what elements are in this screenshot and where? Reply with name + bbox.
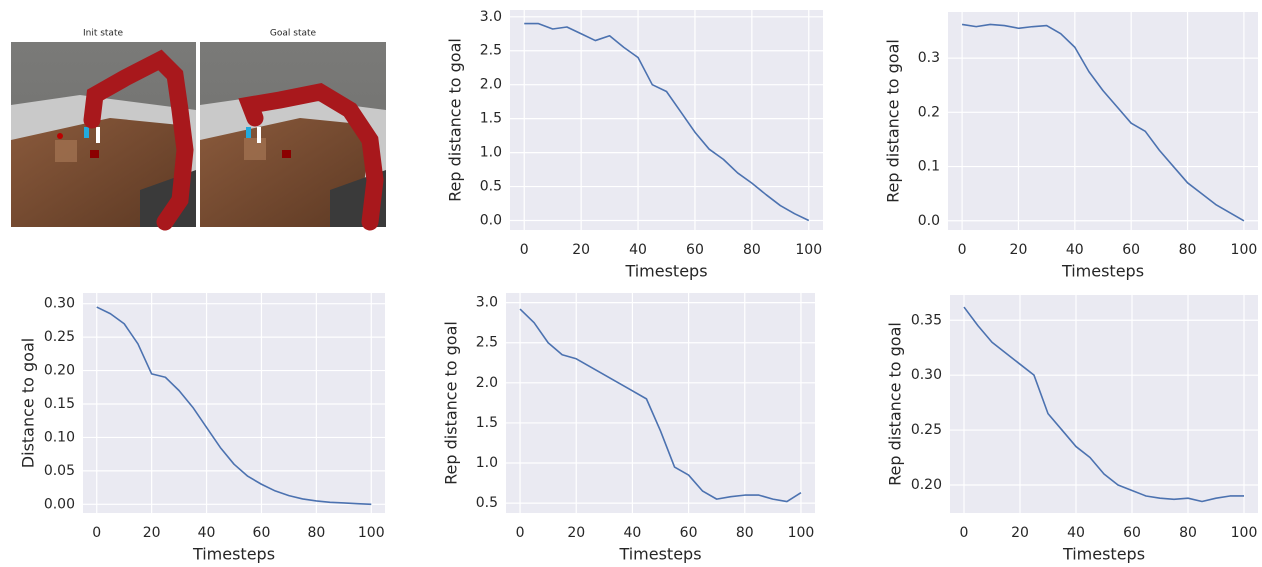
y-axis-label: Distance to goal — [19, 338, 38, 468]
x-tick-label: 100 — [795, 242, 822, 258]
x-axis-label: Timesteps — [624, 262, 707, 281]
y-tick-label: 0.10 — [44, 429, 75, 445]
x-tick-label: 80 — [743, 242, 761, 258]
y-tick-label: 0.30 — [911, 367, 942, 383]
x-tick-label: 100 — [1231, 525, 1258, 541]
chart: 0 20 40 60 80 100 0.00 0.05 0.10 0.15 0.20 0.25 0.30… — [19, 293, 385, 564]
y-tick-label: 0.35 — [911, 312, 942, 328]
y-tick-label: 2.0 — [476, 375, 498, 391]
x-tick-label: 60 — [686, 242, 704, 258]
goal-image — [200, 42, 386, 231]
x-axis-label: Timesteps — [1062, 545, 1145, 564]
y-tick-label: 0.0 — [480, 212, 502, 228]
y-tick-label: 0.1 — [918, 159, 940, 175]
y-tick-label: 2.5 — [480, 43, 502, 59]
y-tick-label: 0.30 — [44, 296, 75, 312]
chart: 0 20 40 60 80 100 0.0 0.1 0.2 0.3 Timesteps Rep dis… — [884, 12, 1258, 281]
y-tick-label: 1.5 — [476, 415, 498, 431]
x-tick-label: 80 — [307, 525, 325, 541]
x-tick-label: 20 — [567, 525, 585, 541]
image-title: Init state — [83, 29, 124, 39]
x-tick-label: 60 — [253, 525, 271, 541]
x-tick-label: 0 — [960, 525, 969, 541]
x-tick-label: 60 — [680, 525, 698, 541]
x-tick-label: 20 — [1010, 242, 1028, 258]
x-tick-label: 40 — [623, 525, 641, 541]
x-axis-label: Timesteps — [618, 545, 701, 564]
x-tick-label: 80 — [1179, 525, 1197, 541]
y-tick-label: 0.00 — [44, 496, 75, 512]
x-axis-label: Timesteps — [192, 545, 275, 564]
data-line — [961, 23, 1245, 222]
y-axis-label: Rep distance to goal — [442, 321, 461, 485]
plot-area — [510, 10, 823, 230]
x-tick-label: 20 — [572, 242, 590, 258]
init-image — [11, 42, 196, 231]
y-tick-label: 2.5 — [476, 335, 498, 351]
x-tick-label: 0 — [958, 242, 967, 258]
y-tick-label: 1.5 — [480, 111, 502, 127]
y-tick-label: 0.20 — [911, 477, 942, 493]
chart: 0 20 40 60 80 100 0.0 0.5 1.0 1.5 2.0 2.5 3.0 Timeste… — [446, 9, 823, 281]
x-tick-label: 100 — [358, 525, 385, 541]
y-tick-label: 0.05 — [44, 463, 75, 479]
plot-area — [950, 295, 1258, 513]
x-tick-label: 40 — [1066, 242, 1084, 258]
y-axis-label: Rep distance to goal — [886, 322, 905, 486]
y-axis-label: Rep distance to goal — [884, 39, 903, 203]
y-tick-label: 0.25 — [44, 329, 75, 345]
chart: 0 20 40 60 80 100 0.5 1.0 1.5 2.0 2.5 3.0 Timesteps R… — [442, 293, 815, 564]
x-tick-label: 60 — [1122, 242, 1140, 258]
y-tick-label: 3.0 — [480, 9, 502, 25]
x-tick-label: 20 — [1011, 525, 1029, 541]
x-tick-label: 100 — [1231, 242, 1258, 258]
chart: 0 20 40 60 80 100 0.20 0.25 0.30 0.35 Timesteps Rep… — [886, 295, 1258, 564]
x-tick-label: 100 — [788, 525, 815, 541]
x-tick-label: 80 — [736, 525, 754, 541]
data-line — [524, 22, 810, 222]
y-tick-label: 1.0 — [476, 455, 498, 471]
data-line — [519, 308, 802, 503]
x-tick-label: 0 — [92, 525, 101, 541]
plot-area — [83, 293, 385, 513]
y-tick-label: 1.0 — [480, 145, 502, 161]
plot-area — [948, 12, 1258, 230]
y-tick-label: 0.15 — [44, 396, 75, 412]
y-tick-label: 0.25 — [911, 422, 942, 438]
y-tick-label: 0.5 — [476, 495, 498, 511]
x-axis-label: Timesteps — [1061, 262, 1144, 281]
x-tick-label: 80 — [1179, 242, 1197, 258]
plot-area — [506, 293, 815, 513]
y-tick-label: 2.0 — [480, 77, 502, 93]
image-title: Goal state — [270, 29, 317, 39]
x-tick-label: 20 — [143, 525, 161, 541]
y-tick-label: 0.20 — [44, 363, 75, 379]
x-tick-label: 0 — [516, 525, 525, 541]
y-tick-label: 3.0 — [476, 295, 498, 311]
x-tick-label: 0 — [520, 242, 529, 258]
y-axis-label: Rep distance to goal — [446, 38, 465, 202]
y-tick-label: 0.3 — [918, 50, 940, 66]
y-tick-label: 0.5 — [480, 179, 502, 195]
x-tick-label: 40 — [1067, 525, 1085, 541]
x-tick-label: 60 — [1123, 525, 1141, 541]
data-line — [96, 306, 372, 506]
x-tick-label: 40 — [198, 525, 216, 541]
y-tick-label: 0.0 — [918, 213, 940, 229]
x-tick-label: 40 — [629, 242, 647, 258]
data-line — [963, 306, 1244, 503]
y-tick-label: 0.2 — [918, 104, 940, 120]
